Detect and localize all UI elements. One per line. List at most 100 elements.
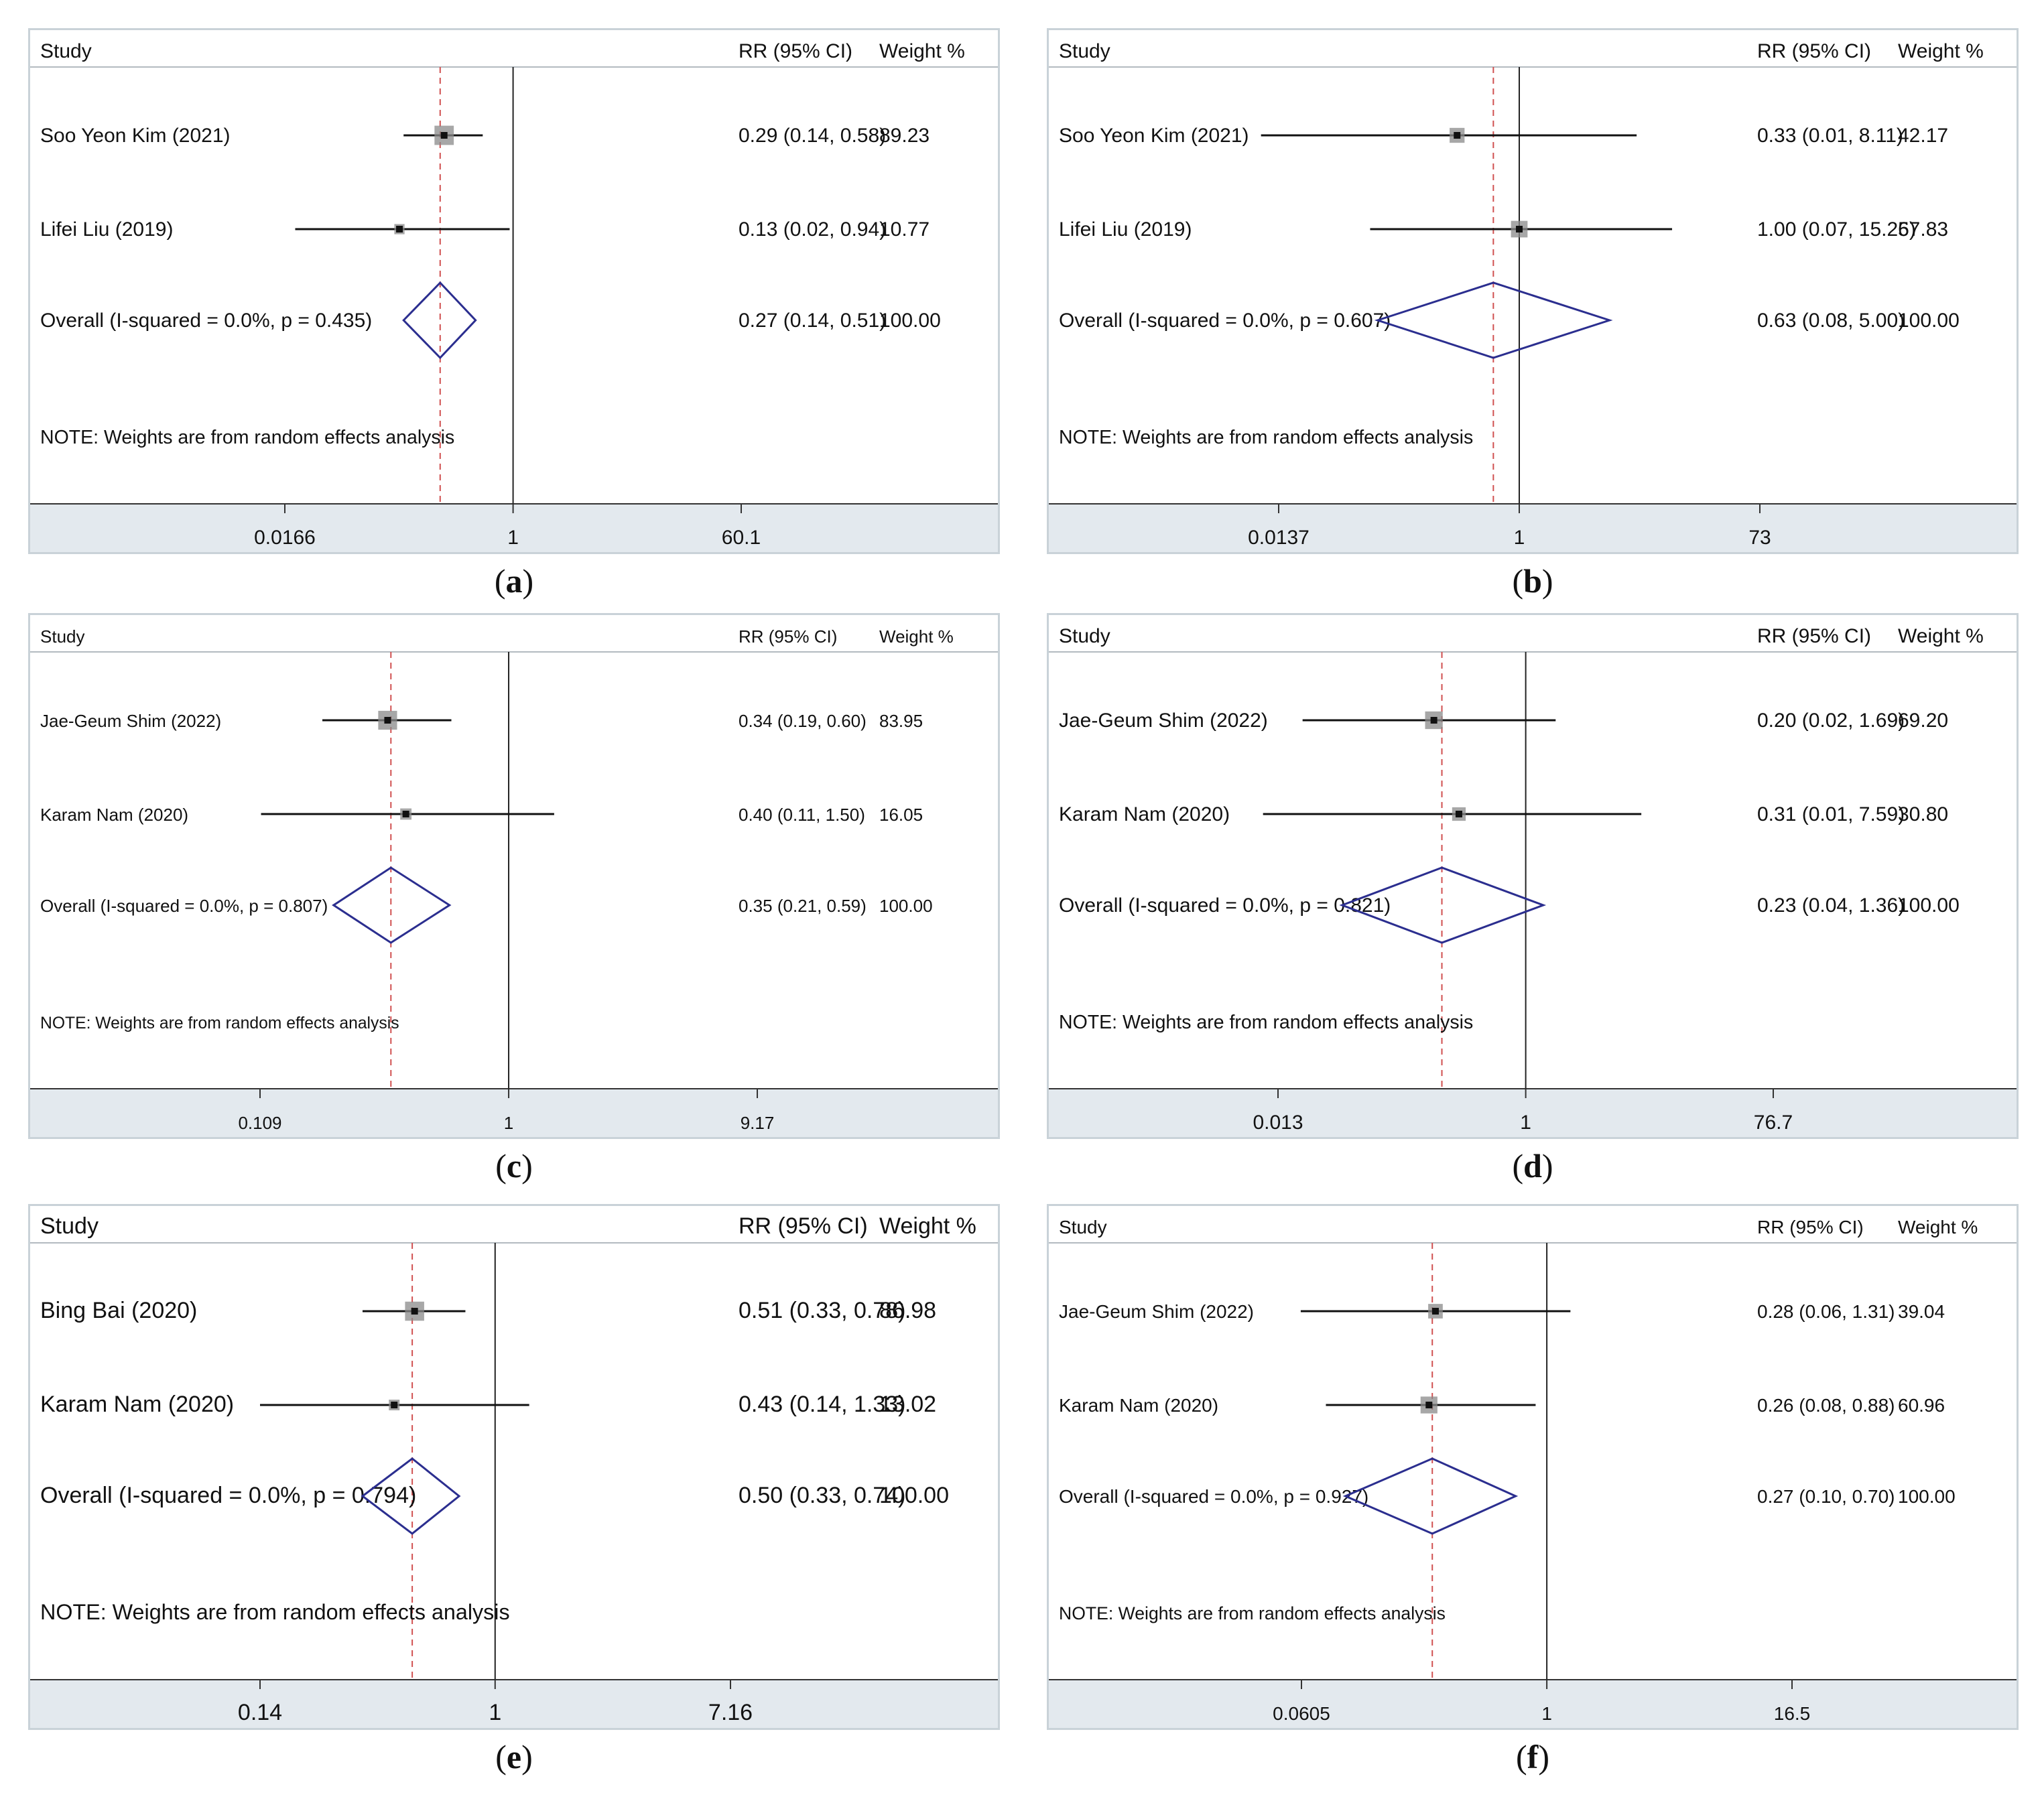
panel-frame: [28, 28, 1000, 554]
study-rr: 0.40 (0.11, 1.50): [739, 805, 865, 825]
header-weight: Weight %: [1898, 1217, 1978, 1237]
panel-label-b: (b): [1512, 562, 1553, 600]
forest-plot-c: Study RR (95% CI) Weight % 0.109 1 9.17 Jae-Ge…: [30, 626, 998, 1137]
axis-band: [1049, 504, 2017, 552]
axis-band: [30, 1089, 998, 1137]
study-weight: 42.17: [1898, 125, 1948, 147]
forest-plot-e: Study RR (95% CI) Weight % 0.14 1 7.16 Bing Ba…: [30, 1213, 998, 1728]
header-rr: RR (95% CI): [739, 1213, 868, 1239]
overall-rr: 0.27 (0.14, 0.51): [739, 310, 886, 332]
study-rr: 0.20 (0.02, 1.69): [1757, 710, 1905, 732]
study-rr: 0.51 (0.33, 0.78): [739, 1298, 906, 1323]
forest-plot-a: Study RR (95% CI) Weight % 0.0166 1 60.1 Soo Y…: [30, 40, 998, 552]
point-estimate: [384, 717, 391, 724]
header-study: Study: [40, 40, 92, 62]
overall-weight: 100.00: [879, 896, 933, 916]
x-tick-label: 1: [1520, 1112, 1531, 1134]
study-name: Bing Bai (2020): [40, 1298, 197, 1323]
study-name: Jae-Geum Shim (2022): [1059, 1301, 1254, 1322]
overall-label: Overall (I-squared = 0.0%, p = 0.927): [1059, 1486, 1368, 1507]
study-weight: 16.05: [879, 805, 923, 825]
x-tick-label: 0.14: [238, 1700, 282, 1725]
point-estimate: [391, 1402, 398, 1408]
axis-band: [30, 504, 998, 552]
overall-diamond: [402, 281, 477, 360]
study-name: Karam Nam (2020): [40, 805, 188, 825]
header-weight: Weight %: [879, 626, 954, 647]
panel-d: Study RR (95% CI) Weight % 0.013 1 76.7 Jae-Ge…: [1047, 613, 2019, 1185]
overall-label: Overall (I-squared = 0.0%, p = 0.794): [40, 1483, 416, 1508]
study-name: Karam Nam (2020): [1059, 1395, 1218, 1416]
weights-note: NOTE: Weights are from random effects an…: [1059, 427, 1473, 448]
x-tick-label: 9.17: [741, 1113, 775, 1133]
overall-diamond: [332, 866, 452, 944]
study-name: Soo Yeon Kim (2021): [1059, 125, 1249, 147]
point-estimate: [411, 1308, 418, 1315]
point-estimate: [1431, 1308, 1439, 1315]
study-rr: 1.00 (0.07, 15.26): [1757, 218, 1916, 241]
x-tick-label: 1: [1514, 527, 1525, 549]
header-rr: RR (95% CI): [1757, 40, 1871, 62]
x-tick-label: 1: [507, 527, 519, 549]
overall-weight: 100.00: [1898, 1486, 1956, 1507]
weights-note: NOTE: Weights are from random effects an…: [40, 1014, 399, 1032]
axis-band: [1049, 1680, 2017, 1728]
x-tick-label: 1: [504, 1113, 513, 1133]
axis-band: [1049, 1089, 2017, 1137]
x-tick-label: 0.0605: [1273, 1703, 1330, 1724]
study-rr: 0.13 (0.02, 0.94): [739, 218, 886, 241]
header-weight: Weight %: [879, 1213, 976, 1239]
x-tick-label: 16.5: [1774, 1703, 1811, 1724]
overall-rr: 0.23 (0.04, 1.36): [1757, 894, 1905, 917]
overall-rr: 0.35 (0.21, 0.59): [739, 896, 867, 916]
panel-label-c: (c): [495, 1147, 533, 1185]
overall-rr: 0.50 (0.33, 0.74): [739, 1483, 906, 1508]
panel-frame: [28, 613, 1000, 1139]
study-name: Lifei Liu (2019): [1059, 218, 1192, 241]
point-estimate: [1515, 226, 1523, 232]
point-estimate: [1425, 1402, 1433, 1408]
header-rr: RR (95% CI): [1757, 625, 1871, 647]
overall-diamond: [1342, 1457, 1519, 1535]
header-study: Study: [1059, 40, 1110, 62]
weights-note: NOTE: Weights are from random effects an…: [1059, 1603, 1446, 1623]
header-study: Study: [1059, 625, 1110, 647]
overall-weight: 100.00: [879, 1483, 949, 1508]
study-rr: 0.28 (0.06, 1.31): [1757, 1301, 1895, 1322]
panel-frame: [1047, 1204, 2019, 1730]
x-tick-label: 7.16: [708, 1700, 753, 1725]
study-name: Jae-Geum Shim (2022): [40, 711, 221, 731]
x-tick-label: 60.1: [722, 527, 761, 549]
study-name: Karam Nam (2020): [1059, 803, 1230, 825]
study-rr: 0.43 (0.14, 1.33): [739, 1392, 906, 1417]
study-rr: 0.31 (0.01, 7.59): [1757, 803, 1905, 825]
study-weight: 13.02: [879, 1392, 936, 1417]
x-tick-label: 0.109: [238, 1113, 281, 1133]
study-weight: 69.20: [1898, 710, 1948, 732]
study-weight: 57.83: [1898, 218, 1948, 241]
study-rr: 0.29 (0.14, 0.58): [739, 125, 886, 147]
header-study: Study: [1059, 1217, 1107, 1237]
forest-plot-f: Study RR (95% CI) Weight % 0.0605 1 16.5 Jae-G…: [1049, 1217, 2017, 1728]
weights-note: NOTE: Weights are from random effects an…: [40, 427, 454, 448]
point-estimate: [1430, 717, 1438, 724]
study-weight: 39.04: [1898, 1301, 1945, 1322]
x-tick-label: 1: [489, 1700, 501, 1725]
header-rr: RR (95% CI): [739, 40, 852, 62]
overall-diamond: [1339, 866, 1547, 944]
axis-band: [30, 1680, 998, 1728]
weights-note: NOTE: Weights are from random effects an…: [1059, 1012, 1473, 1033]
study-weight: 30.80: [1898, 803, 1948, 825]
x-tick-label: 76.7: [1754, 1112, 1793, 1134]
point-estimate: [396, 226, 403, 232]
study-weight: 89.23: [879, 125, 930, 147]
panel-label-f: (f): [1516, 1738, 1549, 1776]
panel-e: Study RR (95% CI) Weight % 0.14 1 7.16 Bing Ba…: [28, 1204, 1000, 1776]
header-study: Study: [40, 1213, 99, 1239]
study-rr: 0.26 (0.08, 0.88): [1757, 1395, 1895, 1416]
x-tick-label: 1: [1541, 1703, 1552, 1724]
study-rr: 0.34 (0.19, 0.60): [739, 711, 867, 731]
panel-frame: [1047, 613, 2019, 1139]
panel-frame: [28, 1204, 1000, 1730]
panel-f: Study RR (95% CI) Weight % 0.0605 1 16.5 Jae-G…: [1047, 1204, 2019, 1776]
